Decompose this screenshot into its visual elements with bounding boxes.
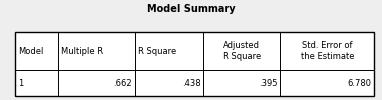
- Text: .662: .662: [113, 79, 132, 88]
- Text: .395: .395: [259, 79, 277, 88]
- Text: Multiple R: Multiple R: [61, 47, 103, 56]
- Text: R Square: R Square: [138, 47, 176, 56]
- Text: Model: Model: [18, 47, 44, 56]
- Text: .438: .438: [182, 79, 200, 88]
- Text: Model Summary: Model Summary: [147, 4, 235, 14]
- Text: Adjusted
R Square: Adjusted R Square: [223, 42, 261, 61]
- Text: 6.780: 6.780: [347, 79, 371, 88]
- Text: Std. Error of
the Estimate: Std. Error of the Estimate: [301, 42, 354, 61]
- Text: 1: 1: [18, 79, 24, 88]
